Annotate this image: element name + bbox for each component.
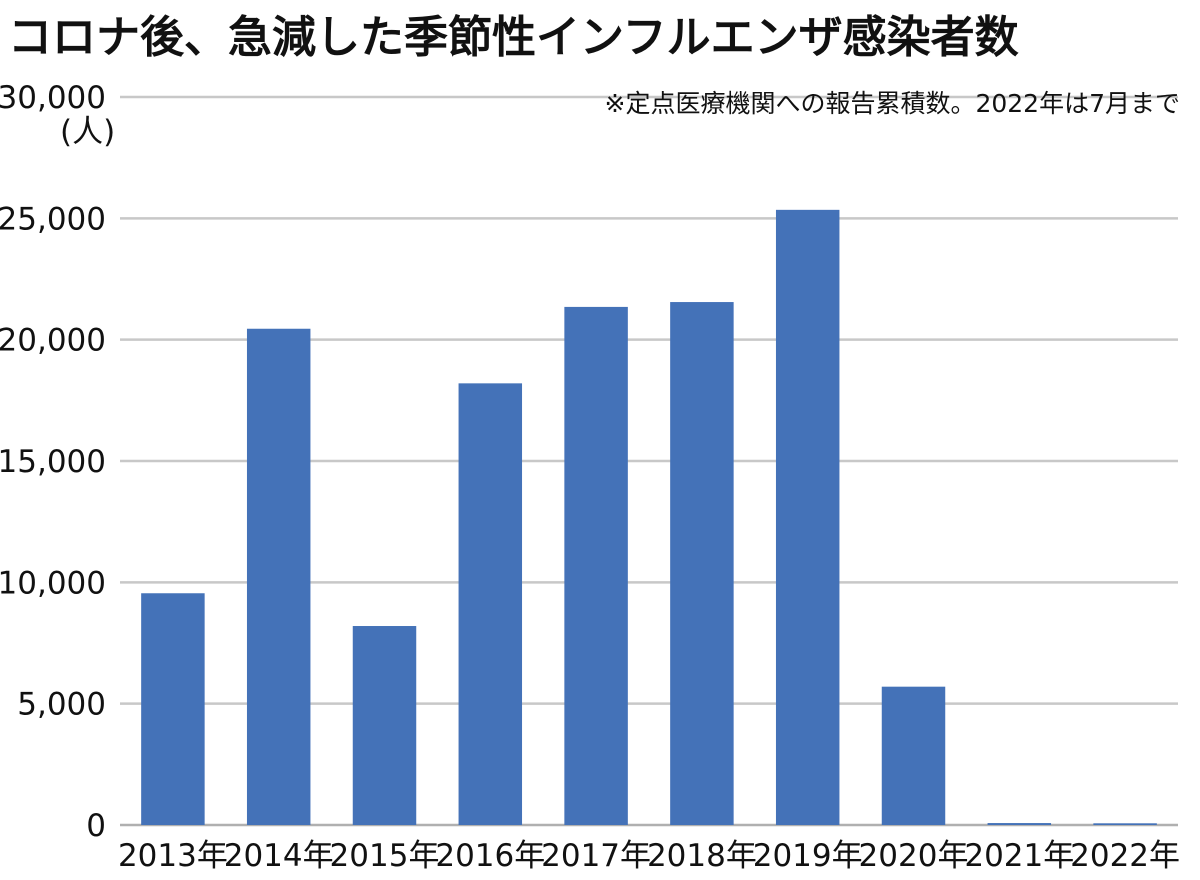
y-tick-label: 0 [86, 808, 106, 844]
bar [881, 686, 946, 825]
bar [141, 593, 205, 825]
bar [564, 306, 628, 825]
chart-note: ※定点医療機関への報告累積数。2022年は7月まで [605, 89, 1180, 118]
y-tick-label: 5,000 [17, 687, 106, 723]
y-axis-unit-label: (人) [60, 114, 115, 150]
x-tick-label: 2014年 [224, 838, 334, 874]
bar [670, 302, 734, 825]
x-tick-label: 2018年 [647, 838, 757, 874]
y-tick-label: 20,000 [0, 323, 106, 359]
bar [458, 383, 523, 825]
x-tick-label: 2017年 [541, 838, 651, 874]
bar [246, 328, 311, 825]
x-tick-label: 2019年 [753, 838, 863, 874]
bar [987, 823, 1052, 825]
bars [141, 209, 1157, 826]
bar [1093, 823, 1157, 825]
bar [775, 209, 840, 826]
y-axis-ticks: 0 5,000 10,000 15,000 20,000 25,000 30,000 [0, 80, 106, 844]
x-tick-label: 2020年 [859, 838, 969, 874]
x-tick-label: 2015年 [330, 838, 440, 874]
y-tick-label: 30,000 [0, 80, 106, 116]
x-tick-label: 2022年 [1070, 838, 1180, 874]
x-tick-label: 2013年 [118, 838, 228, 874]
chart-title: コロナ後、急減した季節性インフルエンザ感染者数 [8, 12, 1019, 63]
x-tick-label: 2016年 [435, 838, 545, 874]
bar [352, 626, 417, 825]
x-axis-ticks: 2013年2014年2015年2016年2017年2018年2019年2020年… [118, 838, 1180, 874]
x-tick-label: 2021年 [964, 838, 1074, 874]
y-tick-label: 10,000 [0, 565, 106, 601]
y-tick-label: 25,000 [0, 201, 106, 237]
y-tick-label: 15,000 [0, 444, 106, 480]
